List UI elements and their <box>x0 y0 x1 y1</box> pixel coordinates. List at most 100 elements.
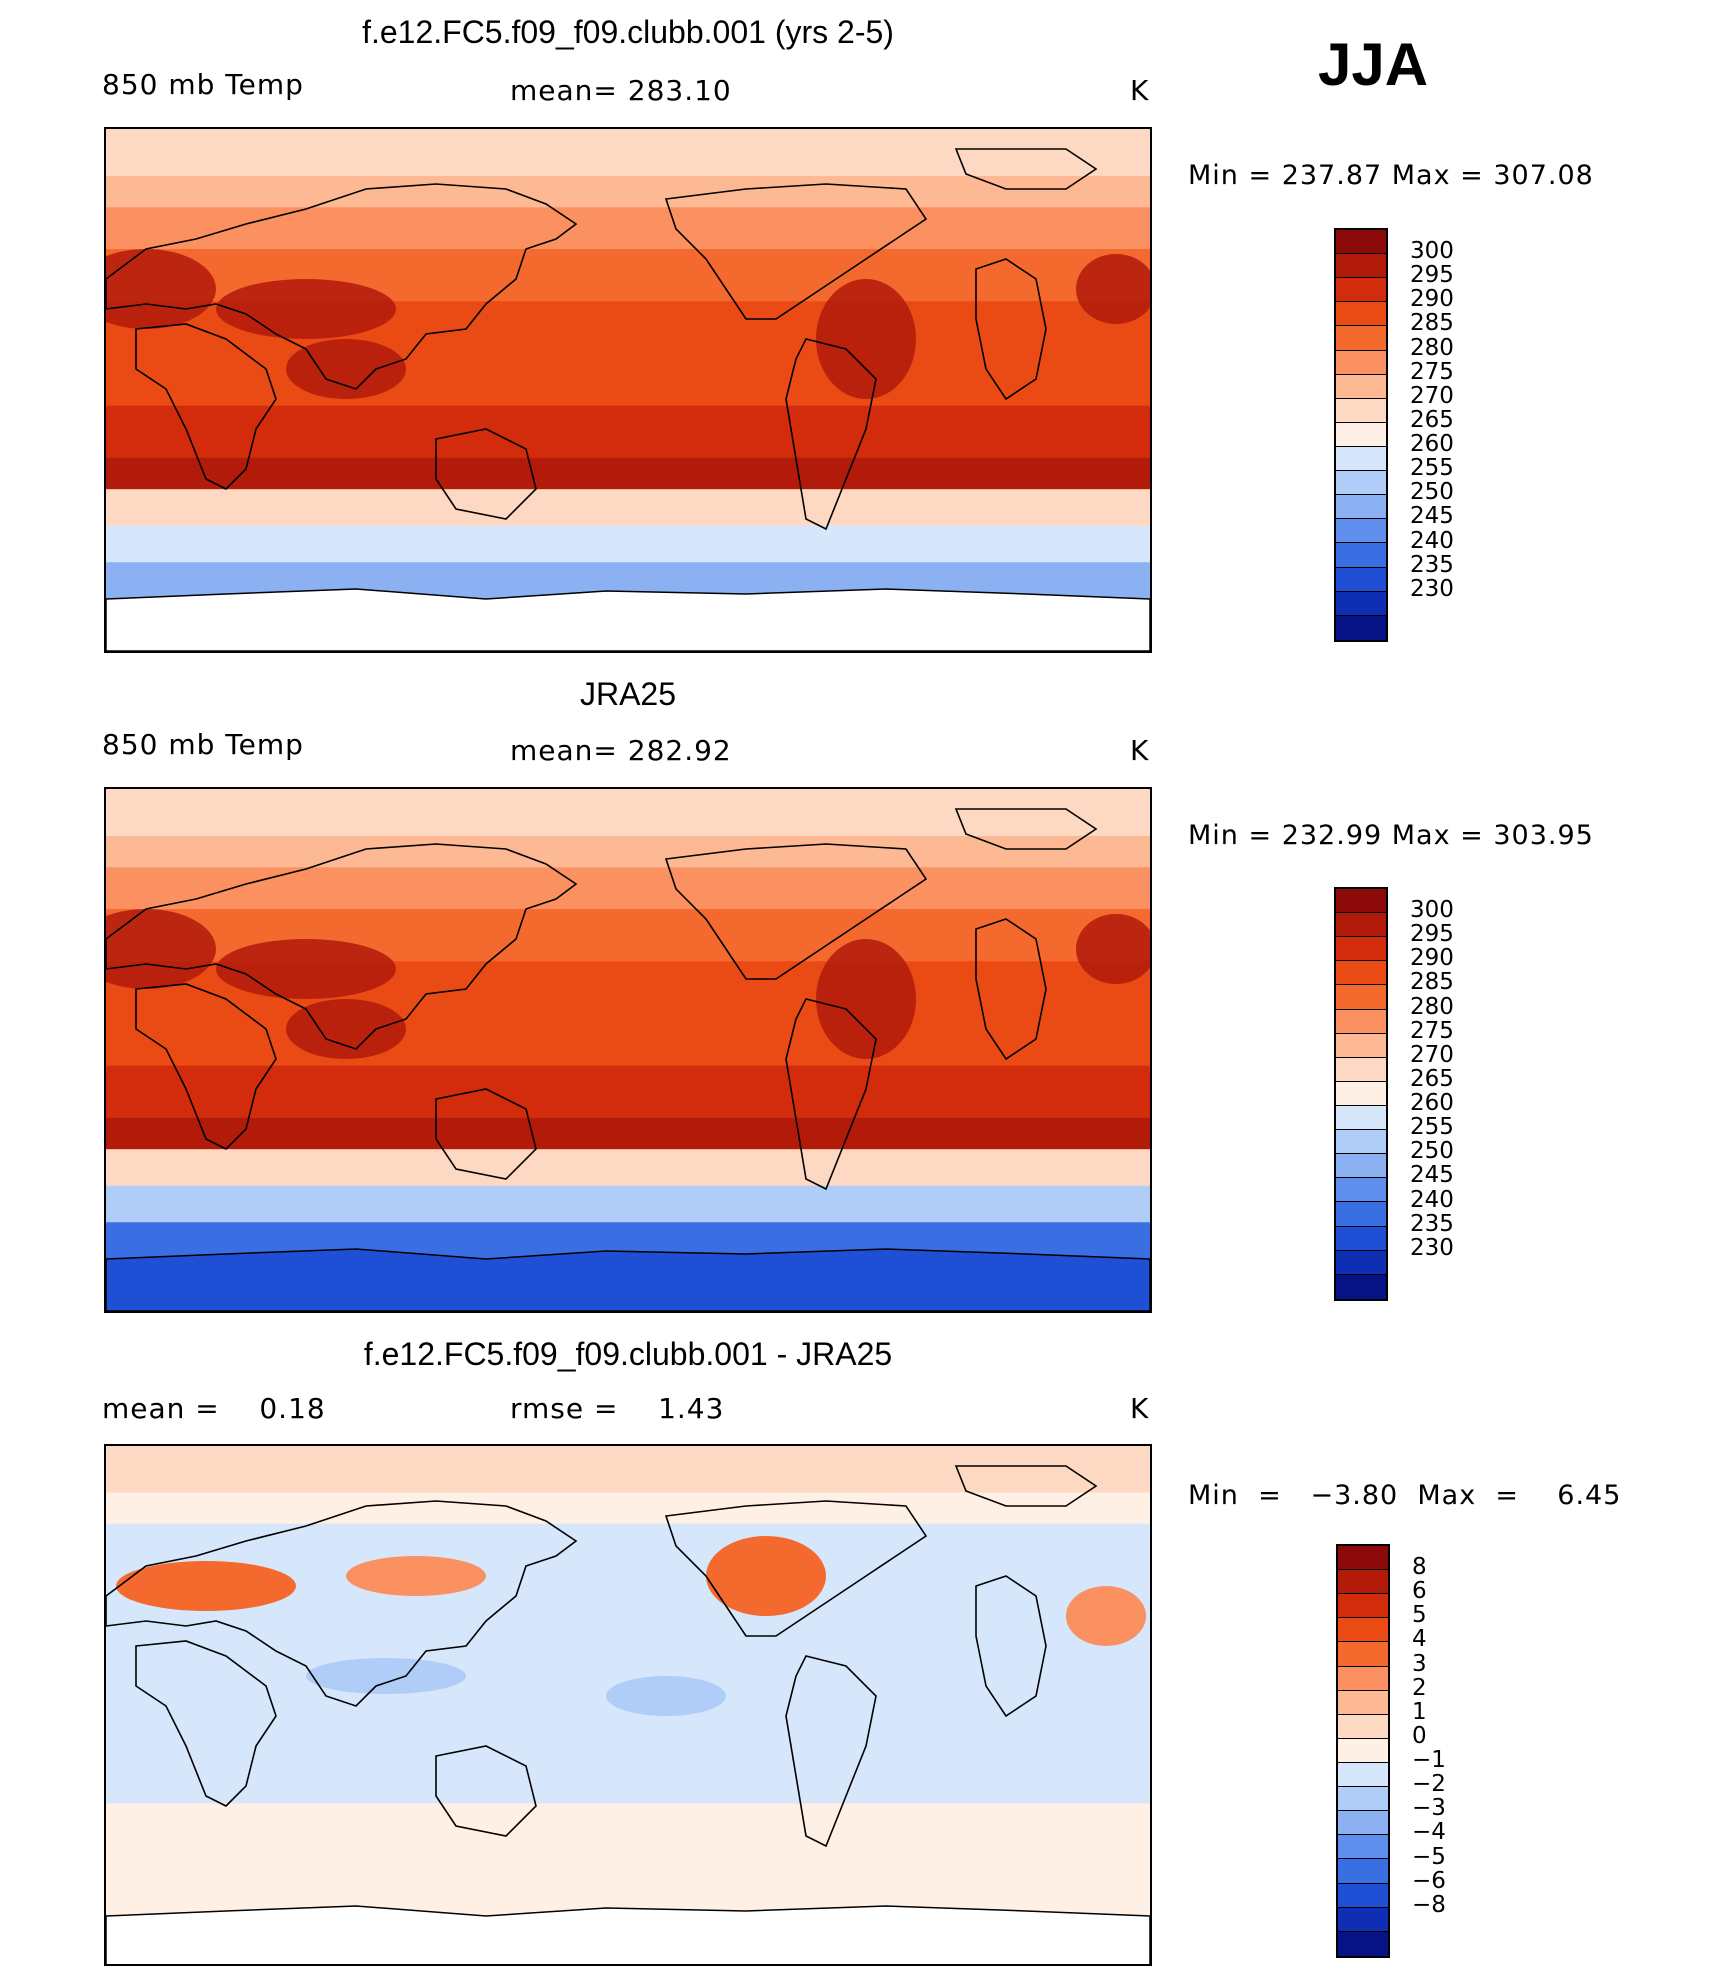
panel2-min-max: Min = 232.99 Max = 303.95 <box>1188 820 1594 851</box>
colorbar-swatch <box>1338 1546 1388 1571</box>
colorbar-swatch <box>1338 1594 1388 1619</box>
colorbar-tick-label: 240 <box>1410 1186 1454 1213</box>
colorbar-tick-label: 265 <box>1410 1065 1454 1092</box>
colorbar-tick-label: −4 <box>1412 1819 1446 1846</box>
map-band <box>106 1065 1150 1119</box>
coastline <box>954 808 1098 850</box>
coastline <box>106 843 578 1050</box>
colorbar-swatch <box>1336 1274 1386 1299</box>
map-band <box>106 1492 1150 1525</box>
colorbar-tick-label: 1 <box>1412 1698 1427 1725</box>
coastline <box>435 428 537 520</box>
coastline <box>975 918 1047 1061</box>
colorbar-tick-label: 265 <box>1410 406 1454 433</box>
map-band <box>106 175 1150 209</box>
map-band <box>106 525 1150 564</box>
colorbar-tick-label: 0 <box>1412 1722 1427 1749</box>
colorbar-tick-label: −3 <box>1412 1795 1446 1822</box>
colorbar-swatch <box>1338 1835 1388 1860</box>
colorbar-tick-label: 285 <box>1410 310 1454 337</box>
colorbar-swatch <box>1338 1931 1388 1956</box>
panel2-units-label: K <box>1130 734 1150 767</box>
colorbar-tick-label: 270 <box>1410 1041 1454 1068</box>
colorbar-tick-label: −8 <box>1412 1891 1446 1918</box>
colorbar-tick-label: 290 <box>1410 286 1454 313</box>
map-band <box>106 489 1150 527</box>
colorbar-tick-label: 235 <box>1410 551 1454 578</box>
panel1-units-label: K <box>1130 74 1150 107</box>
colorbar-tick-label: 230 <box>1410 1234 1454 1261</box>
colorbar-swatch <box>1336 1009 1386 1034</box>
panel2-mean-label: mean= 282.92 <box>510 734 732 767</box>
colorbar-tick-label: −6 <box>1412 1867 1446 1894</box>
colorbar-swatch <box>1336 591 1386 616</box>
colorbar-swatch <box>1338 1787 1388 1812</box>
coastline <box>135 323 277 490</box>
colorbar-tick-label: 235 <box>1410 1210 1454 1237</box>
colorbar-swatch <box>1338 1762 1388 1788</box>
panel3-rmse-label: rmse = 1.43 <box>510 1392 725 1425</box>
panel2-variable-label: 850 mb Temp <box>102 728 304 761</box>
colorbar-tick-label: 8 <box>1412 1554 1427 1581</box>
colorbar-swatch <box>1338 1883 1388 1908</box>
panel3-title: f.e12.FC5.f09_f09.clubb.001 - JRA25 <box>363 1336 893 1372</box>
colorbar-swatch <box>1336 495 1386 520</box>
map-band <box>106 789 1150 837</box>
coastline <box>435 1745 537 1837</box>
colorbar-tick-label: 295 <box>1410 921 1454 948</box>
map-band <box>106 1149 1150 1187</box>
colorbar-tick-label: 2 <box>1412 1674 1427 1701</box>
season-label: JJA <box>1318 31 1429 98</box>
colorbar-tick-label: 250 <box>1410 1138 1454 1165</box>
coastline <box>135 983 277 1150</box>
panel3-colorbar-labels: 8 6 5 4 3 2 1 0 −1 −2 −3 −4 −5 −6 −8 <box>1412 1544 1512 1958</box>
map-band <box>106 1446 1150 1494</box>
colorbar-tick-label: 5 <box>1412 1602 1427 1629</box>
coastline <box>106 1500 578 1707</box>
anomaly-region <box>1066 1586 1146 1646</box>
coastline <box>664 1500 928 1637</box>
colorbar-swatch <box>1336 302 1386 327</box>
coastline <box>954 1465 1098 1507</box>
colorbar-swatch <box>1338 1666 1388 1691</box>
map-band <box>106 1117 1150 1151</box>
anomaly-region <box>306 1658 466 1694</box>
colorbar-swatch <box>1336 889 1386 914</box>
colorbar-swatch <box>1336 1130 1386 1155</box>
colorbar-tick-label: 230 <box>1410 575 1454 602</box>
antarctica-outline <box>106 1248 1150 1311</box>
colorbar-swatch <box>1338 1859 1388 1884</box>
colorbar-tick-label: 240 <box>1410 527 1454 554</box>
colorbar-tick-label: 300 <box>1410 897 1454 924</box>
colorbar-swatch <box>1336 1226 1386 1251</box>
panel1-colorbar <box>1334 228 1388 642</box>
colorbar-swatch <box>1336 1033 1386 1058</box>
coastline <box>435 1088 537 1180</box>
colorbar-tick-label: 285 <box>1410 969 1454 996</box>
colorbar-tick-label: 270 <box>1410 382 1454 409</box>
colorbar-tick-label: 245 <box>1410 503 1454 530</box>
colorbar-swatch <box>1336 1154 1386 1179</box>
colorbar-swatch <box>1336 567 1386 592</box>
map-band <box>106 1803 1150 1841</box>
colorbar-swatch <box>1336 374 1386 399</box>
colorbar-swatch <box>1336 254 1386 279</box>
antarctica-outline <box>106 588 1150 651</box>
colorbar-swatch <box>1336 961 1386 986</box>
map-band <box>106 207 1150 251</box>
colorbar-tick-label: 300 <box>1410 238 1454 265</box>
panel1-min-max: Min = 237.87 Max = 307.08 <box>1188 160 1594 191</box>
colorbar-swatch <box>1338 1570 1388 1595</box>
warm-anomaly-region <box>1076 254 1150 324</box>
anomaly-region <box>346 1556 486 1596</box>
map-band <box>106 405 1150 459</box>
warm-anomaly-region <box>1076 914 1150 984</box>
map-band <box>106 1523 1150 1567</box>
colorbar-tick-label: 255 <box>1410 455 1454 482</box>
map-band <box>106 1772 1150 1805</box>
warm-anomaly-region <box>286 999 406 1059</box>
coastline <box>135 1640 277 1807</box>
coastline <box>785 998 877 1191</box>
colorbar-swatch <box>1336 1105 1386 1131</box>
map-band <box>106 867 1150 911</box>
